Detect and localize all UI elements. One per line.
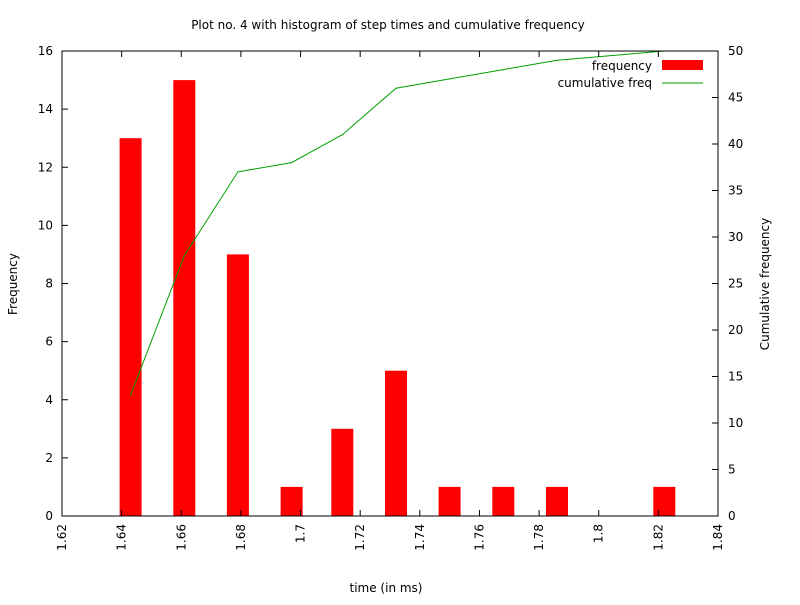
cumulative-freq-point [291, 162, 293, 164]
y2-tick-label: 0 [728, 509, 736, 523]
x-axis-title: time (in ms) [350, 581, 423, 595]
y2-tick-label: 10 [728, 416, 743, 430]
chart-title: Plot no. 4 with histogram of step times … [191, 18, 585, 32]
frequency-bar [173, 80, 196, 516]
y-axis-left: 0 2 4 6 8 10 12 14 16 [38, 44, 68, 523]
y2-tick-label: 40 [728, 137, 743, 151]
y2-tick-label: 15 [728, 370, 743, 384]
legend-label-cumulative: cumulative freq [558, 76, 652, 90]
y2-tick-label: 5 [728, 463, 736, 477]
y-tick-label: 10 [38, 218, 53, 232]
y-tick-label: 4 [45, 393, 53, 407]
frequency-bar [546, 486, 568, 516]
x-tick-label: 1.62 [55, 524, 69, 551]
x-tick-label: 1.72 [353, 524, 367, 551]
y-tick-label: 6 [45, 335, 53, 349]
cumulative-freq-point [556, 59, 558, 61]
cumulative-freq-point [130, 394, 132, 396]
cumulative-freq-point [341, 134, 343, 136]
x-tick-label: 1.68 [234, 524, 248, 551]
y2-axis-title: Cumulative frequency [758, 218, 772, 351]
x-tick-label: 1.74 [413, 524, 427, 551]
cumulative-freq-point [237, 171, 239, 173]
frequency-bar [492, 486, 515, 516]
x-tick-label: 1.76 [473, 524, 487, 551]
frequency-bar [226, 254, 249, 516]
x-axis: 1.62 1.64 1.66 1.68 1.7 1.72 1.74 1.76 1.78 1.8 1.… [55, 51, 725, 551]
y2-tick-label: 35 [728, 184, 743, 198]
x-tick-label: 1.66 [174, 524, 188, 551]
cumulative-freq-point [395, 87, 397, 89]
cumulative-freq-point [502, 69, 504, 71]
legend-swatch-frequency [662, 60, 703, 70]
x-tick-label: 1.64 [115, 524, 129, 551]
bars-layer [119, 80, 676, 516]
y-tick-label: 2 [45, 451, 53, 465]
frequency-bar [119, 138, 142, 516]
y-tick-label: 12 [38, 160, 53, 174]
y2-tick-label: 20 [728, 323, 743, 337]
y-tick-label: 0 [45, 509, 53, 523]
cumulative-freq-point [183, 255, 185, 257]
x-tick-label: 1.82 [651, 524, 665, 551]
y2-tick-label: 45 [728, 91, 743, 105]
cumulative-freq-line [130, 50, 665, 396]
y-tick-label: 16 [38, 44, 53, 58]
legend-label-frequency: frequency [592, 59, 652, 73]
x-tick-label: 1.7 [294, 524, 308, 543]
frequency-bar [331, 428, 354, 516]
cumulative-freq-point [449, 78, 451, 80]
legend: frequency cumulative freq [558, 59, 703, 90]
frequency-bar [280, 486, 303, 516]
y-axis-right: 0 5 10 15 20 25 30 35 40 45 50 [712, 44, 743, 523]
y-axis-title: Frequency [6, 253, 20, 315]
x-tick-label: 1.8 [592, 524, 606, 543]
y2-tick-label: 50 [728, 44, 743, 58]
x-tick-label: 1.78 [532, 524, 546, 551]
frequency-bar [385, 370, 407, 516]
y-tick-label: 8 [45, 277, 53, 291]
y2-tick-label: 25 [728, 277, 743, 291]
y-tick-label: 14 [38, 102, 53, 116]
frequency-bar [438, 486, 461, 516]
y2-tick-label: 30 [728, 230, 743, 244]
x-tick-label: 1.84 [711, 524, 725, 551]
cumulative-line-layer [130, 50, 665, 396]
frequency-bar [653, 486, 676, 516]
